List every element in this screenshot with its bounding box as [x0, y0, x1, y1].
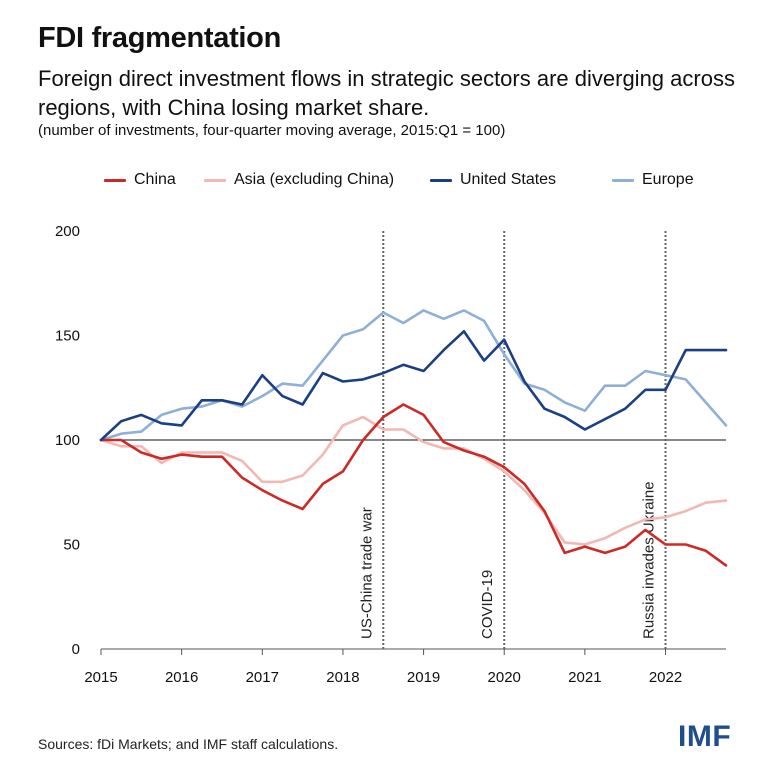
x-tick-label: 2016	[165, 669, 198, 686]
chart-note: (number of investments, four-quarter mov…	[38, 122, 506, 139]
legend-swatch-china	[104, 178, 126, 182]
x-tick-label: 2017	[246, 669, 279, 686]
x-tick-label: 2022	[649, 669, 682, 686]
series-line-asia-excluding-china	[99, 415, 728, 546]
legend-item-europe: Europe	[612, 168, 694, 192]
y-tick-label: 0	[72, 641, 80, 658]
legend-item-asia: Asia (excluding China)	[204, 168, 394, 192]
line-chart: 0 50 100 150 200 2015 2016 2017 2018 2019 2020 2021…	[55, 223, 728, 686]
x-tick-label: 2021	[568, 669, 601, 686]
legend-label-asia: Asia (excluding China)	[234, 171, 395, 188]
y-tick-label: 150	[55, 328, 80, 345]
event-label: US-China trade war	[358, 507, 375, 639]
series-line-europe	[99, 309, 728, 442]
x-tick-label: 2018	[326, 669, 359, 686]
legend-swatch-asia	[204, 178, 226, 182]
y-tick-label: 50	[63, 537, 80, 554]
legend-item-china: China	[104, 168, 176, 192]
x-tick-label: 2020	[488, 669, 521, 686]
legend-label-europe: Europe	[642, 171, 694, 188]
series-line-united-states	[99, 330, 728, 442]
legend-swatch-europe	[612, 178, 634, 182]
chart-title: FDI fragmentation	[38, 22, 282, 54]
legend-label-china: China	[134, 171, 176, 188]
legend-item-us: United States	[430, 168, 556, 192]
chart-subtitle: Foreign direct investment flows in strat…	[38, 66, 735, 120]
source-note: Sources: fDi Markets; and IMF staff calc…	[38, 736, 339, 752]
x-tick-label: 2015	[84, 669, 117, 686]
x-tick-label: 2019	[407, 669, 440, 686]
y-tick-label: 100	[55, 432, 80, 449]
legend-swatch-us	[430, 178, 452, 182]
imf-logo: IMF	[678, 720, 732, 753]
series-line-china	[99, 403, 728, 567]
legend: China Asia (excluding China) United Stat…	[0, 168, 780, 192]
event-label: COVID-19	[479, 570, 496, 639]
y-tick-label: 200	[55, 223, 80, 240]
event-label: Russia invades Ukraine	[641, 481, 658, 639]
legend-label-us: United States	[460, 171, 557, 188]
